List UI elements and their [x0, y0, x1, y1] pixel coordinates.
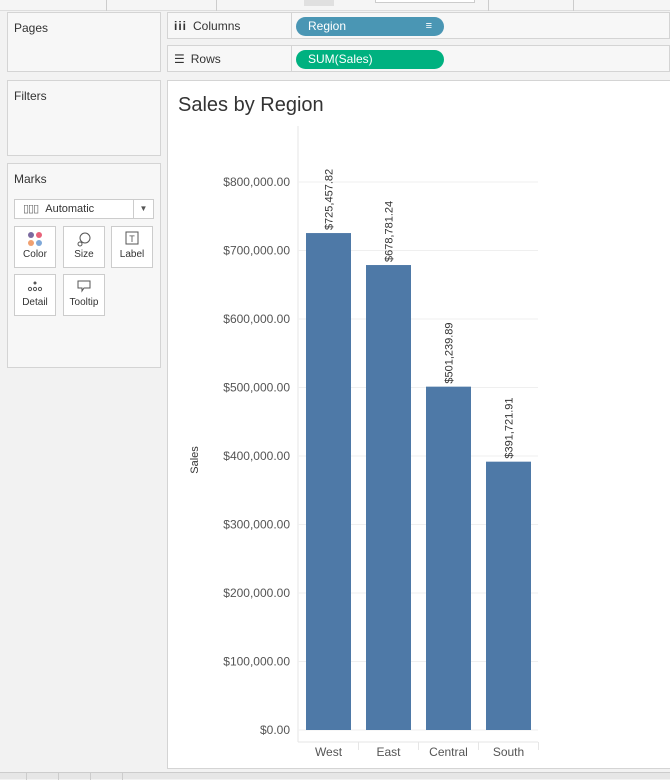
- filters-shelf[interactable]: Filters: [7, 80, 161, 156]
- label-label: Label: [119, 249, 145, 260]
- y-tick-label: $100,000.00: [223, 655, 290, 669]
- y-tick-label: $500,000.00: [223, 381, 290, 395]
- tooltip-label: Tooltip: [69, 297, 99, 308]
- tooltip-icon: [64, 279, 104, 297]
- y-tick-label: $400,000.00: [223, 449, 290, 463]
- sheet-tabs-bar: [0, 772, 670, 780]
- mark-type-value: Automatic: [45, 203, 95, 215]
- toolbar-strip: [0, 0, 670, 11]
- size-button[interactable]: Size: [63, 226, 105, 268]
- bar-central: [426, 386, 471, 730]
- bar-south: [486, 461, 531, 730]
- x-tick-label: East: [376, 745, 401, 759]
- size-icon: [64, 231, 104, 249]
- x-tick-label: West: [315, 745, 343, 759]
- rows-label: Rows: [190, 51, 221, 66]
- x-tick-label: South: [493, 745, 524, 759]
- region-pill-label: Region: [308, 19, 347, 33]
- bar-chart: $0.00 $100,000.00 $200,000.00 $300,000.00 $4…: [189, 126, 539, 759]
- bar-chart-icon: ▯▯▯: [23, 203, 39, 215]
- mark-type-dropdown[interactable]: ▯▯▯ Automatic ▼: [14, 199, 154, 219]
- label-icon: T: [112, 231, 152, 249]
- data-label: $725,457.82: [324, 169, 336, 230]
- rows-shelf[interactable]: ☰ Rows SUM(Sales): [167, 45, 670, 72]
- size-label: Size: [74, 249, 94, 260]
- chevron-down-icon: ▼: [133, 200, 153, 218]
- region-pill[interactable]: Region ≡: [296, 17, 444, 36]
- detail-label: Detail: [22, 297, 48, 308]
- chart-view: Sales by Region $0.00 $100,000.00 $200,000…: [167, 80, 670, 769]
- chart-title: Sales by Region: [178, 94, 324, 116]
- marks-title: Marks: [14, 172, 47, 186]
- sum-sales-pill-label: SUM(Sales): [308, 52, 373, 66]
- bar-west: [306, 233, 351, 730]
- y-tick-label: $300,000.00: [223, 518, 290, 532]
- color-button[interactable]: Color: [14, 226, 56, 268]
- columns-label: Columns: [193, 18, 241, 33]
- y-tick-label: $700,000.00: [223, 244, 290, 258]
- columns-icon: iii: [174, 18, 188, 33]
- y-tick-label: $800,000.00: [223, 175, 290, 189]
- pages-title: Pages: [14, 21, 49, 35]
- sum-sales-pill[interactable]: SUM(Sales): [296, 50, 444, 69]
- x-tick-label: Central: [429, 745, 468, 759]
- rows-icon: ☰: [174, 51, 185, 66]
- filters-title: Filters: [14, 89, 47, 103]
- color-dots-icon: [15, 231, 55, 249]
- detail-button[interactable]: Detail: [14, 274, 56, 316]
- detail-icon: [15, 279, 55, 297]
- y-tick-label: $200,000.00: [223, 586, 290, 600]
- data-label: $391,721.91: [504, 397, 516, 458]
- color-label: Color: [23, 249, 47, 260]
- columns-shelf[interactable]: iii Columns Region ≡: [167, 12, 670, 39]
- data-label: $678,781.24: [384, 201, 396, 262]
- data-label: $501,239.89: [444, 322, 456, 383]
- sort-descending-icon[interactable]: ≡: [425, 20, 432, 32]
- tooltip-button[interactable]: Tooltip: [63, 274, 105, 316]
- pages-shelf[interactable]: Pages: [7, 12, 161, 72]
- bar-east: [366, 265, 411, 730]
- label-button[interactable]: T Label: [111, 226, 153, 268]
- y-tick-label: $600,000.00: [223, 312, 290, 326]
- y-axis-title: Sales: [189, 446, 201, 474]
- svg-text:T: T: [129, 234, 135, 244]
- y-tick-label: $0.00: [260, 723, 290, 737]
